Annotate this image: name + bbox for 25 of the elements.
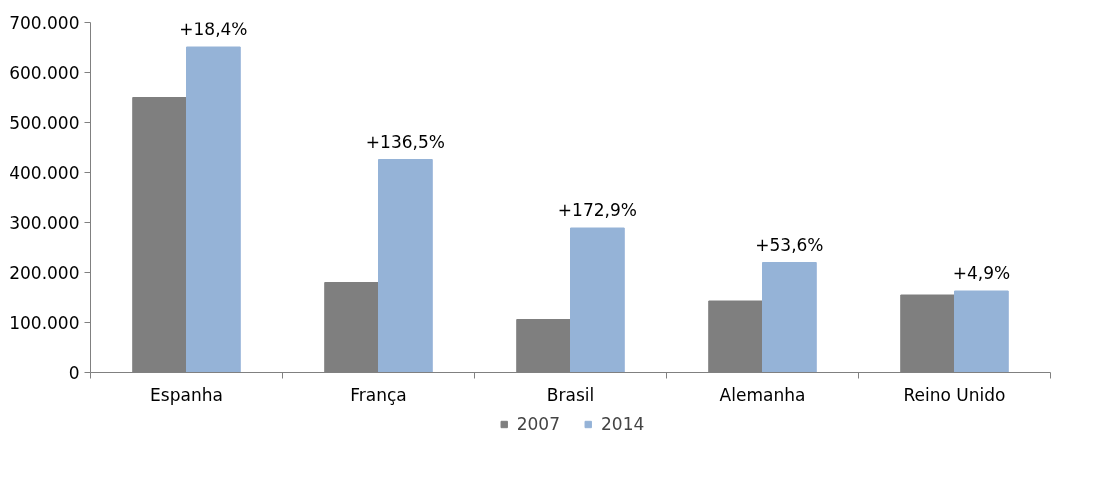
x-tick-label: Brasil	[546, 384, 595, 405]
x-tick-label: França	[350, 384, 407, 405]
y-tick-label: 400.000	[9, 163, 80, 183]
y-tick-label: 200.000	[9, 263, 80, 283]
legend-label: 2014	[601, 414, 645, 434]
y-tick-label: 700.000	[9, 13, 80, 33]
annotation: +136,5%	[365, 131, 445, 152]
y-tick-label: 300.000	[9, 213, 80, 233]
annotation: +4,9%	[952, 263, 1011, 283]
annotation: +172,9%	[557, 200, 637, 220]
annotation: +18,4%	[179, 19, 248, 39]
y-tick-label: 500.000	[9, 113, 80, 133]
bar	[762, 262, 817, 373]
x-tick-label: Alemanha	[719, 384, 806, 405]
y-tick-label: 0	[68, 363, 80, 383]
bar	[186, 46, 241, 373]
bar	[570, 227, 625, 373]
y-tick-label: 600.000	[9, 63, 80, 83]
y-tick-label: 100.000	[9, 313, 80, 333]
x-tick-label: Espanha	[150, 384, 223, 405]
legend-label: 2007	[516, 414, 560, 434]
x-tick-label: Reino Unido	[903, 384, 1006, 405]
bar	[378, 159, 433, 373]
bar	[954, 290, 1009, 373]
annotation: +53,6%	[755, 234, 824, 255]
